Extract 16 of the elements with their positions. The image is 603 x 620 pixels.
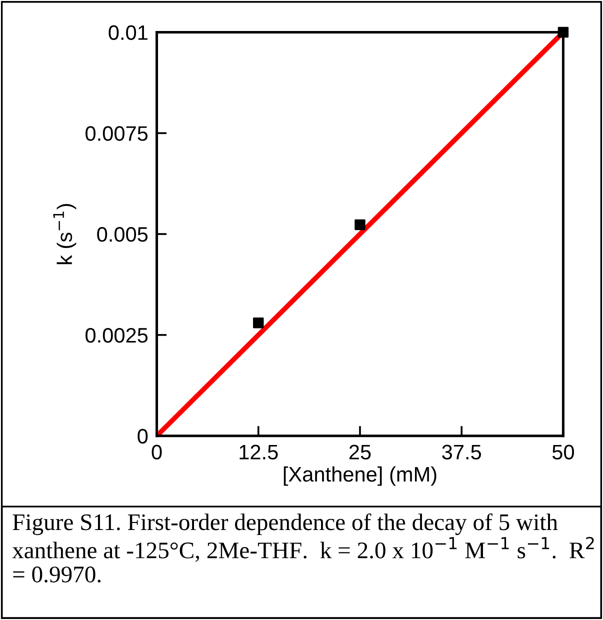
point [558, 26, 569, 38]
text: Figure S11. First-order dependence of the decay of 5 with xanthene at -125°C, 2Me-THF. k = 2.0 x 10$^{−1}$ M$^{−1}$ s$^{−1}$. R$^{2}$ = 0.9970. [12, 513, 594, 583]
y-tick-label: 0.005 [97, 227, 148, 242]
y-tick-label: 0.0075 [86, 126, 148, 141]
y-tick-label: 0 [138, 428, 148, 444]
y-tick-label: 0.01 [108, 25, 148, 40]
point [354, 219, 366, 230]
point [253, 317, 264, 328]
x-tick-label: 0 [152, 444, 162, 460]
x-axis-title: [Xanthene] (mM) [284, 466, 436, 486]
x-tick-label: 25 [349, 444, 371, 460]
x-tick-label: 50 [552, 444, 574, 460]
y-axis-title: k (s$^{−1}$) [53, 204, 76, 264]
y-tick-label: 0.0025 [86, 328, 148, 343]
x-tick-label: 37.5 [442, 444, 481, 460]
x-tick-label: 12.5 [240, 444, 278, 460]
